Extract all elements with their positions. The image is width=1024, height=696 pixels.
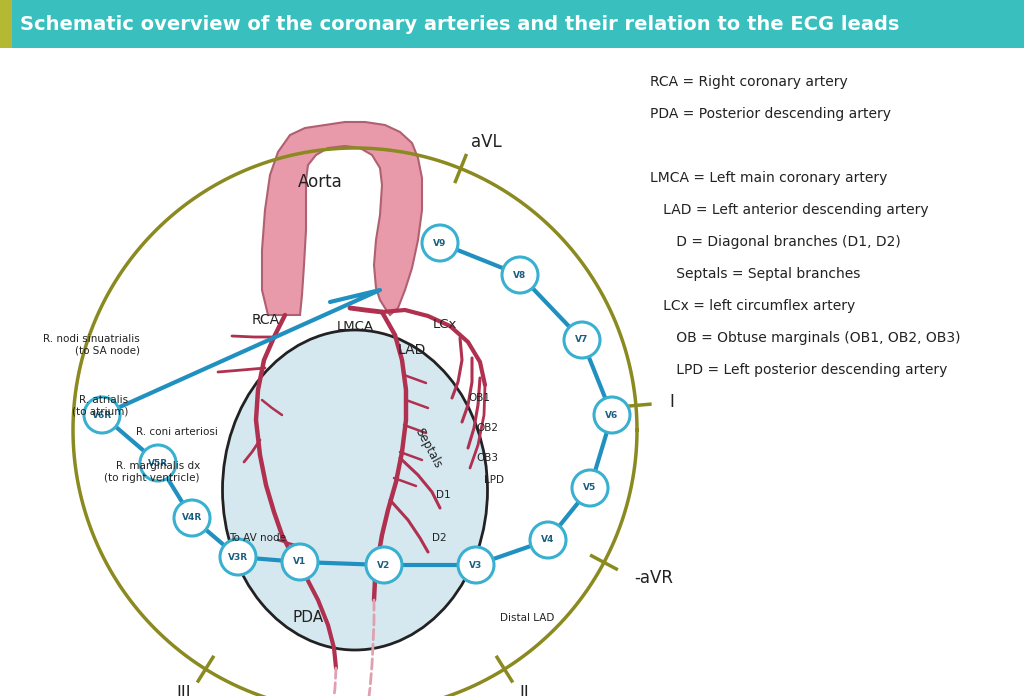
- Text: OB = Obtuse marginals (OB1, OB2, OB3): OB = Obtuse marginals (OB1, OB2, OB3): [650, 331, 961, 345]
- Circle shape: [282, 544, 318, 580]
- Text: R. atrialis
(to atrium): R. atrialis (to atrium): [72, 395, 128, 417]
- Text: II: II: [519, 684, 529, 696]
- Text: PDA: PDA: [293, 610, 324, 626]
- Text: V5R: V5R: [147, 459, 168, 468]
- Text: D1: D1: [436, 490, 451, 500]
- Bar: [0, 0, 1024, 48]
- Text: LPD: LPD: [484, 475, 504, 485]
- Text: Distal LAD: Distal LAD: [500, 613, 554, 623]
- Text: OB2: OB2: [476, 423, 498, 433]
- Circle shape: [564, 322, 600, 358]
- Circle shape: [366, 547, 402, 583]
- Text: RCA = Right coronary artery: RCA = Right coronary artery: [650, 75, 848, 89]
- Text: R. marginalis dx
(to right ventricle): R. marginalis dx (to right ventricle): [104, 461, 200, 483]
- Circle shape: [594, 397, 630, 433]
- Text: V8: V8: [513, 271, 526, 280]
- Text: LMCA = Left main coronary artery: LMCA = Left main coronary artery: [650, 171, 888, 185]
- Circle shape: [458, 547, 494, 583]
- Text: V2: V2: [378, 560, 390, 569]
- Text: V9: V9: [433, 239, 446, 248]
- Circle shape: [572, 470, 608, 506]
- Text: I: I: [670, 393, 675, 411]
- Text: V3: V3: [469, 560, 482, 569]
- Text: LCx = left circumflex artery: LCx = left circumflex artery: [650, 299, 855, 313]
- Circle shape: [140, 445, 176, 481]
- Circle shape: [220, 539, 256, 575]
- Text: V4: V4: [542, 535, 555, 544]
- Text: V1: V1: [293, 557, 306, 567]
- Text: D2: D2: [432, 533, 446, 543]
- Bar: [0, 0, 12, 48]
- Text: Schematic overview of the coronary arteries and their relation to the ECG leads: Schematic overview of the coronary arter…: [20, 15, 899, 33]
- Ellipse shape: [222, 330, 487, 650]
- Text: V5: V5: [584, 484, 597, 493]
- Text: D = Diagonal branches (D1, D2): D = Diagonal branches (D1, D2): [650, 235, 901, 249]
- Text: V4R: V4R: [182, 514, 202, 523]
- Text: R. nodi sinuatrialis
(to SA node): R. nodi sinuatrialis (to SA node): [43, 334, 140, 356]
- Text: To AV node: To AV node: [229, 533, 286, 543]
- Text: -aVR: -aVR: [634, 569, 673, 587]
- Text: LPD = Left posterior descending artery: LPD = Left posterior descending artery: [650, 363, 947, 377]
- Circle shape: [422, 225, 458, 261]
- Text: LMCA: LMCA: [337, 319, 374, 333]
- Text: V6: V6: [605, 411, 618, 420]
- Text: aVL: aVL: [471, 134, 502, 152]
- Circle shape: [530, 522, 566, 558]
- Text: LCx: LCx: [433, 319, 457, 331]
- Circle shape: [84, 397, 120, 433]
- Text: V3R: V3R: [228, 553, 248, 562]
- Text: OB1: OB1: [468, 393, 490, 403]
- Text: RCA: RCA: [252, 313, 281, 327]
- Text: V6R: V6R: [92, 411, 112, 420]
- Text: Aorta: Aorta: [298, 173, 342, 191]
- Text: R. coni arteriosi: R. coni arteriosi: [136, 427, 218, 437]
- Text: Septals = Septal branches: Septals = Septal branches: [650, 267, 860, 281]
- Polygon shape: [262, 122, 422, 315]
- Circle shape: [502, 257, 538, 293]
- Text: LAD = Left anterior descending artery: LAD = Left anterior descending artery: [650, 203, 929, 217]
- Text: PDA = Posterior descending artery: PDA = Posterior descending artery: [650, 107, 891, 121]
- Text: LAD: LAD: [397, 343, 426, 357]
- Text: III: III: [176, 684, 190, 696]
- Circle shape: [174, 500, 210, 536]
- Text: Septals: Septals: [412, 426, 444, 470]
- Text: OB3: OB3: [476, 453, 498, 463]
- Text: V7: V7: [575, 335, 589, 345]
